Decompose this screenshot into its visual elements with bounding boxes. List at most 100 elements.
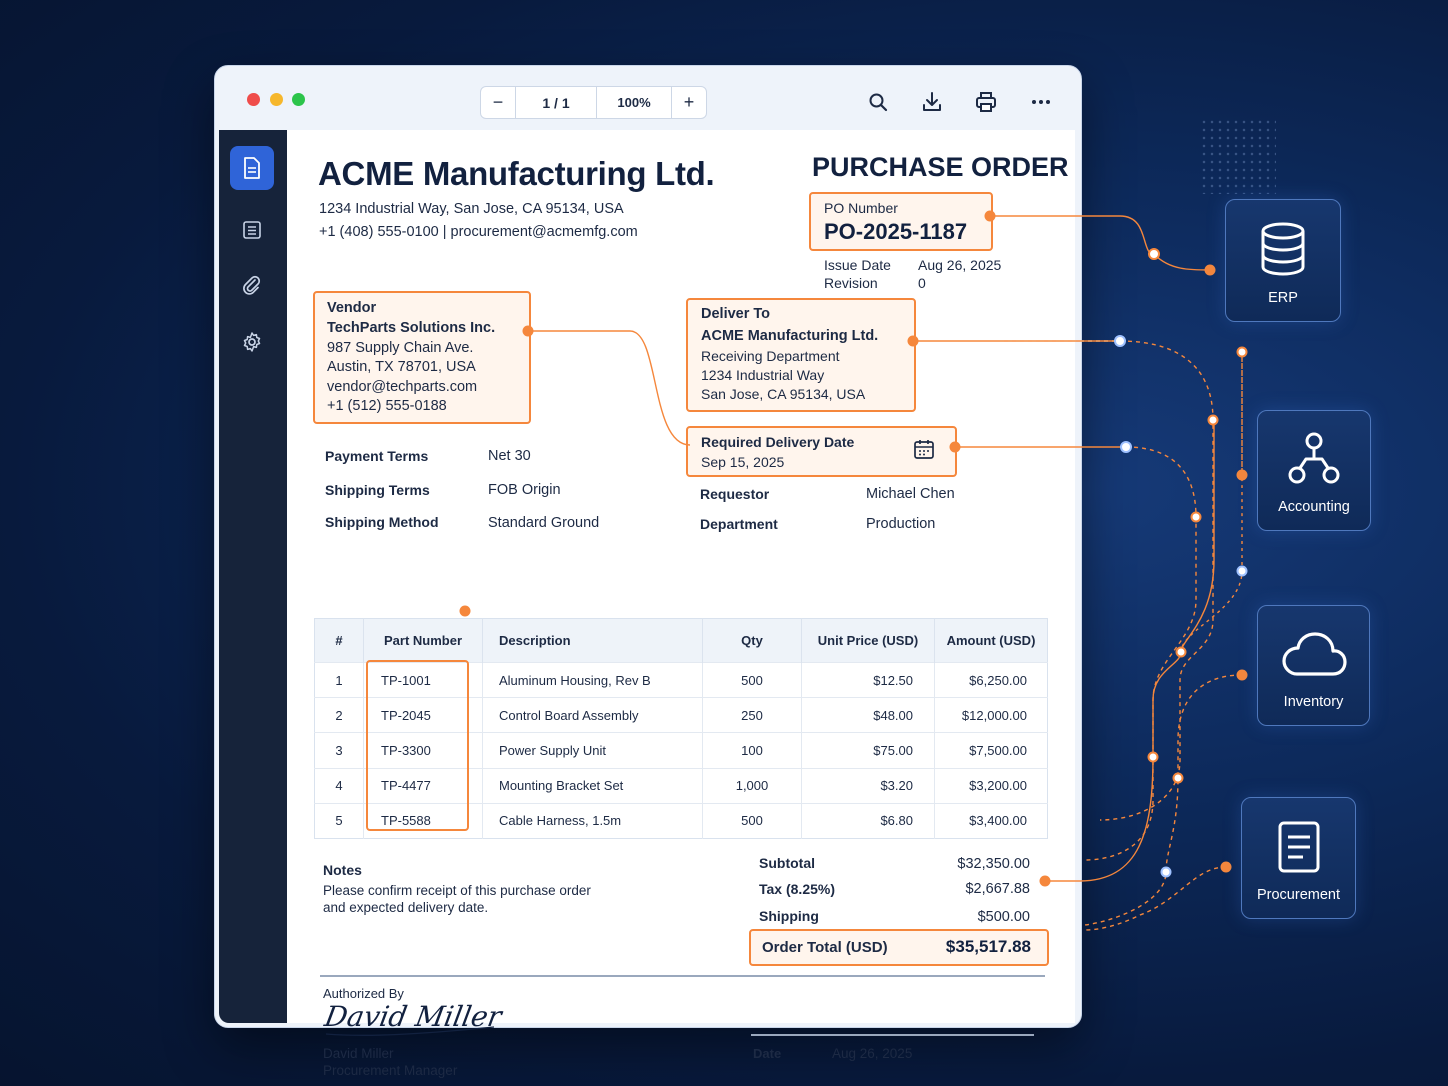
col-header-number: #: [314, 618, 364, 663]
tax-value: $2,667.88: [965, 881, 1030, 897]
inventory-integration-node[interactable]: Inventory: [1257, 605, 1370, 726]
department-label: Department: [700, 516, 778, 532]
cell-amount: $3,400.00: [934, 802, 1048, 839]
cell-part-number: TP-3300: [363, 732, 483, 769]
col-header-qty: Qty: [702, 618, 802, 663]
shipping-cost-value: $500.00: [977, 909, 1030, 925]
zoom-in-button[interactable]: +: [671, 87, 706, 118]
order-total-label: Order Total (USD): [762, 939, 888, 956]
notes-line1: Please confirm receipt of this purchase …: [323, 883, 591, 898]
company-address: 1234 Industrial Way, San Jose, CA 95134,…: [319, 201, 624, 217]
cell-qty: 500: [702, 802, 802, 839]
signer-name: David Miller: [323, 1046, 394, 1061]
download-icon: [923, 92, 941, 111]
cell-amount: $3,200.00: [934, 767, 1048, 804]
table-row[interactable]: 4 TP-4477 Mounting Bracket Set 1,000 $3.…: [314, 767, 1048, 804]
cell-description: Control Board Assembly: [482, 697, 703, 733]
table-row[interactable]: 3 TP-3300 Power Supply Unit 100 $75.00 $…: [314, 732, 1048, 769]
search-icon: [869, 93, 888, 112]
close-window-button[interactable]: [247, 93, 260, 106]
cell-number: 5: [314, 802, 364, 839]
calendar-icon[interactable]: [913, 438, 935, 460]
print-icon: [976, 92, 996, 112]
attachment-icon: [243, 275, 261, 295]
signer-title: Procurement Manager: [323, 1063, 458, 1078]
shipping-method-label: Shipping Method: [325, 514, 439, 530]
sidebar-item-document[interactable]: [230, 146, 274, 190]
cell-unit-price: $75.00: [801, 732, 935, 769]
cell-qty: 250: [702, 697, 802, 733]
delivery-date-label: Required Delivery Date: [701, 434, 855, 450]
shipping-method-value: Standard Ground: [488, 515, 600, 531]
company-contact: +1 (408) 555-0100 | procurement@acmemfg.…: [319, 224, 638, 240]
requestor-value: Michael Chen: [866, 486, 955, 502]
signature-underline-flourish: [325, 1026, 495, 1036]
vendor-name: TechParts Solutions Inc.: [327, 320, 496, 336]
subtotal-value: $32,350.00: [957, 856, 1030, 872]
revision-label: Revision: [824, 275, 878, 291]
procurement-integration-node[interactable]: Procurement: [1241, 797, 1356, 919]
deliver-to-box[interactable]: Deliver To ACME Manufacturing Ltd. Recei…: [686, 298, 916, 412]
procurement-label: Procurement: [1256, 887, 1340, 903]
sidebar-item-attachments[interactable]: [230, 264, 274, 308]
more-icon: [1032, 100, 1050, 104]
table-row[interactable]: 1 TP-1001 Aluminum Housing, Rev B 500 $1…: [314, 661, 1048, 698]
gear-icon: [243, 332, 261, 352]
table-row[interactable]: 2 TP-2045 Control Board Assembly 250 $48…: [314, 697, 1048, 733]
table-header-row: # Part Number Description Qty Unit Price…: [314, 618, 1048, 663]
cloud-icon: [1281, 632, 1347, 676]
department-value: Production: [866, 516, 936, 532]
cell-number: 2: [314, 697, 364, 733]
shipping-terms-value: FOB Origin: [488, 482, 561, 498]
search-button[interactable]: [866, 90, 890, 114]
zoom-level[interactable]: 100%: [617, 95, 651, 110]
decorative-dot-grid: [1200, 118, 1276, 194]
cell-part-number: TP-2045: [363, 697, 483, 733]
cell-number: 4: [314, 767, 364, 804]
shipping-terms-label: Shipping Terms: [325, 482, 430, 498]
cell-part-number: TP-1001: [363, 661, 483, 698]
accounting-integration-node[interactable]: Accounting: [1257, 410, 1371, 531]
company-name: ACME Manufacturing Ltd.: [318, 155, 715, 192]
sidebar-item-outline[interactable]: [230, 208, 274, 252]
vendor-box[interactable]: Vendor TechParts Solutions Inc. 987 Supp…: [313, 291, 531, 424]
viewer-sidebar: [219, 130, 287, 1023]
print-button[interactable]: [974, 90, 998, 114]
cell-qty: 100: [702, 732, 802, 769]
document-page: ACME Manufacturing Ltd. 1234 Industrial …: [287, 130, 1075, 1078]
cell-unit-price: $12.50: [801, 661, 935, 698]
payment-terms-value: Net 30: [488, 448, 531, 464]
vendor-address-line2: Austin, TX 78701, USA: [327, 359, 476, 375]
tax-label: Tax (8.25%): [759, 881, 835, 897]
po-number-value: PO-2025-1187: [824, 219, 968, 244]
minimize-window-button[interactable]: [270, 93, 283, 106]
maximize-window-button[interactable]: [292, 93, 305, 106]
cell-amount: $7,500.00: [934, 732, 1048, 769]
deliver-to-line3: San Jose, CA 95134, USA: [701, 386, 866, 402]
list-icon: [243, 221, 261, 239]
erp-integration-node[interactable]: ERP: [1225, 199, 1341, 322]
zoom-out-button[interactable]: −: [481, 87, 516, 118]
cell-unit-price: $6.80: [801, 802, 935, 839]
order-total-value: $35,517.88: [945, 937, 1031, 956]
po-number-label: PO Number: [824, 200, 898, 216]
deliver-to-line1: Receiving Department: [701, 348, 840, 364]
cell-number: 3: [314, 732, 364, 769]
order-total-box[interactable]: Order Total (USD) $35,517.88: [749, 929, 1049, 966]
notes-heading: Notes: [323, 862, 362, 878]
vendor-heading: Vendor: [327, 300, 377, 316]
table-row[interactable]: 5 TP-5588 Cable Harness, 1.5m 500 $6.80 …: [314, 802, 1048, 839]
more-options-button[interactable]: [1029, 90, 1053, 114]
col-header-amount: Amount (USD): [934, 618, 1048, 663]
deliver-to-heading: Deliver To: [701, 306, 771, 322]
required-delivery-date-box[interactable]: Required Delivery Date Sep 15, 2025: [686, 426, 957, 477]
col-header-description: Description: [482, 618, 703, 663]
document-title: PURCHASE ORDER: [812, 152, 1069, 182]
document-icon: [1278, 821, 1319, 873]
sidebar-item-settings[interactable]: [230, 320, 274, 364]
inventory-label: Inventory: [1283, 694, 1344, 710]
part-number-highlight[interactable]: [366, 660, 469, 831]
download-button[interactable]: [920, 90, 944, 114]
po-number-box[interactable]: PO Number PO-2025-1187: [809, 192, 993, 251]
hierarchy-icon: [1288, 432, 1340, 484]
